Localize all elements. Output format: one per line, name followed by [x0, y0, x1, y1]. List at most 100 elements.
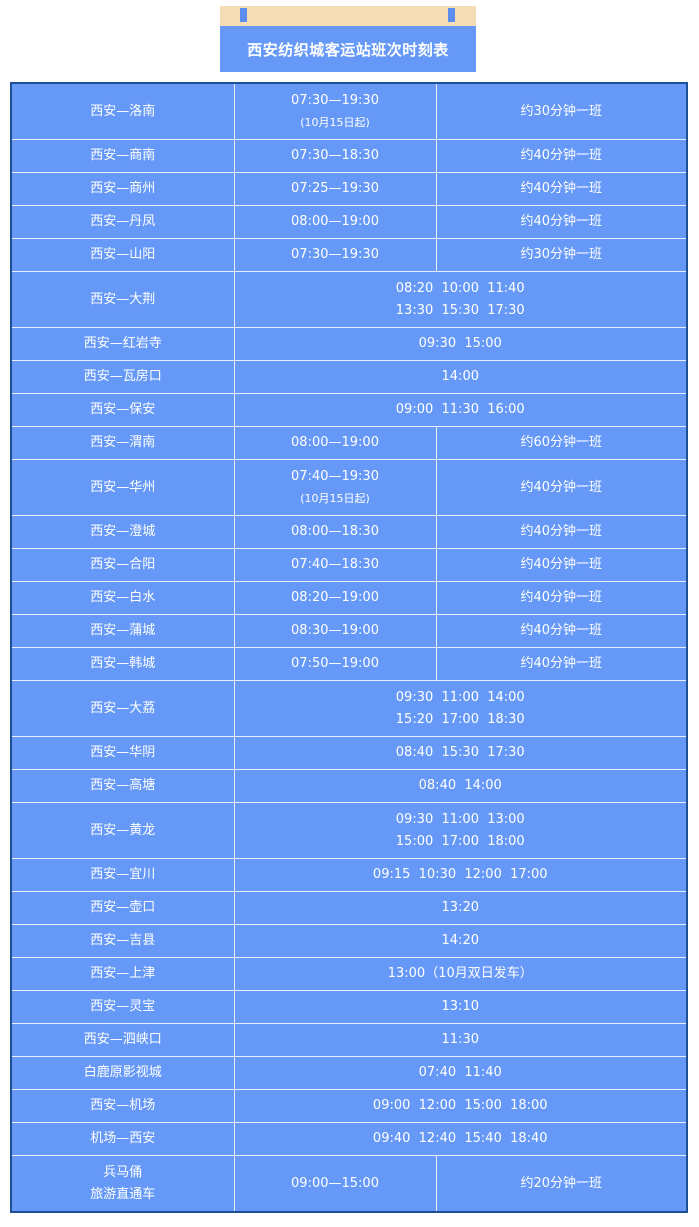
route-cell: 西安—红岩寺	[12, 327, 235, 361]
departure-time: 08:40 15:30 17:30	[395, 745, 525, 760]
route-name: 西安—商州	[90, 181, 156, 196]
route-name: 旅游直通车	[90, 1186, 156, 1202]
frequency-cell: 约60分钟一班	[435, 426, 686, 460]
route-name: 西安—红岩寺	[83, 336, 162, 351]
route-cell: 西安—大荔	[12, 680, 235, 737]
frequency-text: 约40分钟一班	[520, 181, 603, 196]
departure-times-cell: 08:30—19:00	[233, 614, 437, 648]
table-row: 西安—澄城 08:00—18:30 约40分钟一班	[12, 515, 686, 549]
route-cell: 西安—机场	[12, 1089, 235, 1123]
departure-times-cell: 09:30 11:00 14:00 15:20 17:00 18:30	[233, 680, 686, 737]
table-row: 西安—吉县 14:20	[12, 924, 686, 958]
route-cell: 机场—西安	[12, 1122, 235, 1156]
frequency-text: 约30分钟一班	[520, 103, 603, 119]
departure-times-cell: 13:20	[233, 891, 686, 925]
route-name: 兵马俑	[103, 1164, 143, 1180]
route-name: 西安—山阳	[90, 247, 156, 262]
route-name: 西安—华阴	[90, 745, 156, 760]
route-cell: 西安—灵宝	[12, 990, 235, 1024]
departure-time: 09:30 11:00 14:00	[395, 689, 525, 705]
route-name: 西安—合阳	[90, 557, 156, 572]
departure-time: 07:50—19:00	[291, 656, 379, 671]
effective-date-note: (10月15日起)	[300, 115, 370, 129]
table-row: 机场—西安 09:40 12:40 15:40 18:40	[12, 1122, 686, 1156]
route-name: 西安—吉县	[90, 933, 156, 948]
table-row: 西安—商州 07:25—19:30 约40分钟一班	[12, 172, 686, 206]
frequency-cell: 约40分钟一班	[435, 614, 686, 648]
departure-time: 13:30 15:30 17:30	[395, 302, 525, 318]
route-name: 西安—丹凤	[90, 214, 156, 229]
pin-icon	[240, 8, 247, 22]
departure-times-cell: 07:25—19:30	[233, 172, 437, 206]
departure-times-cell: 11:30	[233, 1023, 686, 1057]
departure-times-cell: 08:40 14:00	[233, 769, 686, 803]
route-name: 西安—商南	[90, 148, 156, 163]
departure-times-cell: 09:00 12:00 15:00 18:00	[233, 1089, 686, 1123]
route-cell: 西安—白水	[12, 581, 235, 615]
departure-time: 11:30	[441, 1032, 479, 1047]
frequency-cell: 约40分钟一班	[435, 647, 686, 681]
departure-time: 08:20 10:00 11:40	[395, 280, 525, 296]
frequency-text: 约40分钟一班	[520, 479, 603, 495]
route-name: 西安—灵宝	[90, 999, 156, 1014]
route-name: 白鹿原影视城	[83, 1065, 162, 1080]
table-row: 西安—洛南 07:30—19:30 (10月15日起) 约30分钟一班	[12, 84, 686, 140]
departure-time: 07:30—18:30	[291, 148, 379, 163]
route-cell: 西安—华阴	[12, 736, 235, 770]
table-row: 白鹿原影视城 07:40 11:40	[12, 1056, 686, 1090]
route-cell: 西安—保安	[12, 393, 235, 427]
frequency-cell: 约40分钟一班	[435, 172, 686, 206]
route-cell: 西安—丹凤	[12, 205, 235, 239]
frequency-cell: 约40分钟一班	[435, 515, 686, 549]
departure-times-cell: 14:00	[233, 360, 686, 394]
route-name: 西安—白水	[90, 590, 156, 605]
table-row: 西安—泗峡口 11:30	[12, 1023, 686, 1057]
route-cell: 西安—壶口	[12, 891, 235, 925]
departure-time: 14:00	[441, 369, 479, 384]
route-name: 西安—机场	[90, 1098, 156, 1113]
departure-times-cell: 13:00（10月双日发车）	[233, 957, 686, 991]
departure-time: 08:00—19:00	[291, 435, 379, 450]
route-cell: 西安—高塘	[12, 769, 235, 803]
frequency-cell: 约40分钟一班	[435, 581, 686, 615]
route-cell: 西安—韩城	[12, 647, 235, 681]
departure-time: 08:00—18:30	[291, 524, 379, 539]
departure-time: 09:40 12:40 15:40 18:40	[372, 1131, 548, 1146]
table-row: 西安—黄龙 09:30 11:00 13:00 15:00 17:00 18:00	[12, 802, 686, 859]
departure-times-cell: 09:40 12:40 15:40 18:40	[233, 1122, 686, 1156]
table-row: 西安—上津 13:00（10月双日发车）	[12, 957, 686, 991]
departure-time: 13:10	[441, 999, 479, 1014]
route-name: 西安—渭南	[90, 435, 156, 450]
table-row: 西安—渭南 08:00—19:00 约60分钟一班	[12, 426, 686, 460]
table-row: 西安—灵宝 13:10	[12, 990, 686, 1024]
route-name: 西安—大荆	[90, 291, 156, 307]
route-name: 西安—保安	[90, 402, 156, 417]
route-cell: 西安—商州	[12, 172, 235, 206]
route-cell: 西安—蒲城	[12, 614, 235, 648]
departure-times-cell: 07:30—18:30	[233, 139, 437, 173]
route-name: 机场—西安	[90, 1131, 156, 1146]
departure-time: 08:00—19:00	[291, 214, 379, 229]
departure-time: 08:30—19:00	[291, 623, 379, 638]
route-name: 西安—洛南	[90, 103, 156, 119]
route-name: 西安—黄龙	[90, 822, 156, 838]
route-name: 西安—韩城	[90, 656, 156, 671]
frequency-cell: 约30分钟一班	[435, 84, 686, 140]
frequency-text: 约40分钟一班	[520, 524, 603, 539]
table-row: 西安—壶口 13:20	[12, 891, 686, 925]
table-row: 兵马俑 旅游直通车 09:00—15:00 约20分钟一班	[12, 1155, 686, 1211]
departure-times-cell: 09:00 11:30 16:00	[233, 393, 686, 427]
table-row: 西安—丹凤 08:00—19:00 约40分钟一班	[12, 205, 686, 239]
departure-times-cell: 07:50—19:00	[233, 647, 437, 681]
frequency-cell: 约40分钟一班	[435, 205, 686, 239]
departure-times-cell: 08:00—18:30	[233, 515, 437, 549]
route-name: 西安—宜川	[90, 867, 156, 882]
frequency-text: 约40分钟一班	[520, 623, 603, 638]
frequency-cell: 约40分钟一班	[435, 548, 686, 582]
frequency-text: 约60分钟一班	[520, 435, 603, 450]
frequency-text: 约40分钟一班	[520, 557, 603, 572]
route-name: 西安—上津	[90, 966, 156, 981]
route-cell: 西安—黄龙	[12, 802, 235, 859]
route-name: 西安—华州	[90, 479, 156, 495]
effective-date-note: (10月15日起)	[300, 491, 370, 505]
